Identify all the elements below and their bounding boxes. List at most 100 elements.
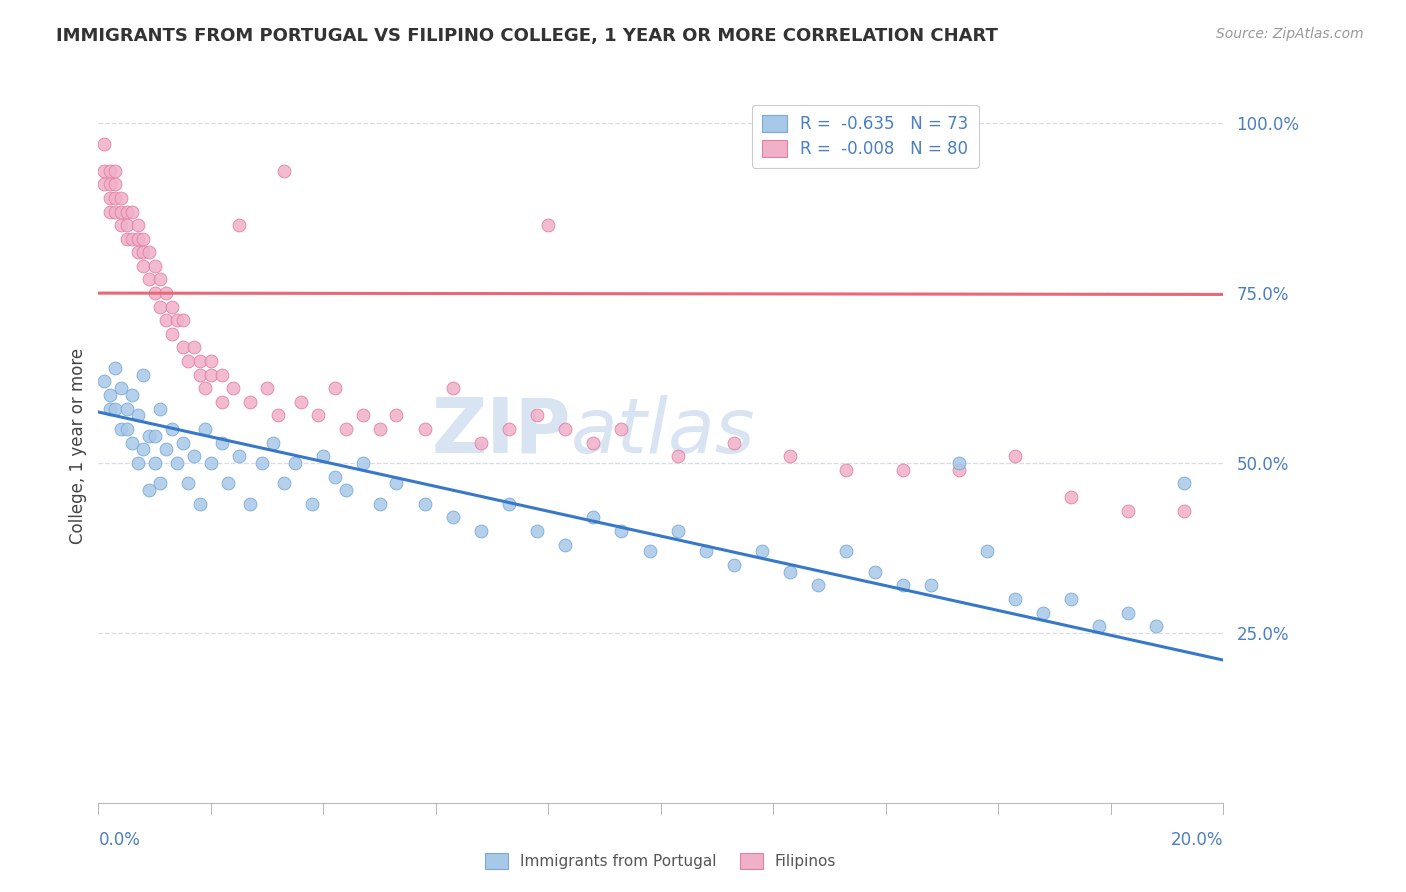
Point bbox=[1088, 619, 1111, 633]
Point bbox=[132, 259, 155, 273]
Point bbox=[143, 286, 166, 301]
Point bbox=[110, 191, 132, 205]
Point bbox=[239, 497, 262, 511]
Point bbox=[104, 163, 127, 178]
Point bbox=[352, 456, 374, 470]
Point bbox=[93, 136, 115, 151]
Point bbox=[273, 476, 295, 491]
Point bbox=[526, 409, 548, 423]
Point bbox=[284, 456, 307, 470]
Point bbox=[160, 326, 183, 341]
Point bbox=[290, 394, 312, 409]
Point bbox=[250, 456, 273, 470]
Point bbox=[115, 204, 138, 219]
Point bbox=[470, 524, 492, 538]
Point bbox=[98, 388, 121, 402]
Point bbox=[177, 476, 200, 491]
Point bbox=[323, 381, 346, 395]
Point bbox=[104, 204, 127, 219]
Point bbox=[143, 429, 166, 443]
Point bbox=[441, 510, 464, 524]
Point bbox=[610, 422, 633, 436]
Point bbox=[779, 449, 801, 463]
Point bbox=[132, 245, 155, 260]
Point bbox=[976, 544, 998, 558]
Point bbox=[110, 218, 132, 232]
Point bbox=[267, 409, 290, 423]
Point bbox=[132, 368, 155, 382]
Point bbox=[211, 368, 233, 382]
Point bbox=[323, 469, 346, 483]
Point bbox=[121, 204, 143, 219]
Point bbox=[104, 401, 127, 416]
Point bbox=[1060, 591, 1083, 606]
Point bbox=[121, 435, 143, 450]
Point bbox=[149, 401, 172, 416]
Point bbox=[352, 409, 374, 423]
Point bbox=[307, 409, 329, 423]
Point bbox=[188, 368, 211, 382]
Point bbox=[172, 313, 194, 327]
Point bbox=[948, 463, 970, 477]
Legend: Immigrants from Portugal, Filipinos: Immigrants from Portugal, Filipinos bbox=[479, 847, 842, 875]
Point bbox=[149, 476, 172, 491]
Point bbox=[1032, 606, 1054, 620]
Point bbox=[166, 313, 188, 327]
Point bbox=[228, 449, 250, 463]
Point bbox=[149, 300, 172, 314]
Point bbox=[155, 442, 177, 457]
Point bbox=[863, 565, 886, 579]
Text: atlas: atlas bbox=[571, 395, 755, 468]
Point bbox=[1144, 619, 1167, 633]
Point bbox=[160, 422, 183, 436]
Point bbox=[115, 232, 138, 246]
Point bbox=[149, 272, 172, 286]
Point bbox=[183, 341, 205, 355]
Point bbox=[666, 449, 689, 463]
Point bbox=[104, 191, 127, 205]
Point bbox=[554, 537, 576, 551]
Y-axis label: College, 1 year or more: College, 1 year or more bbox=[69, 348, 87, 544]
Point bbox=[110, 204, 132, 219]
Point bbox=[132, 442, 155, 457]
Point bbox=[98, 178, 121, 192]
Point bbox=[312, 449, 335, 463]
Point bbox=[155, 313, 177, 327]
Text: IMMIGRANTS FROM PORTUGAL VS FILIPINO COLLEGE, 1 YEAR OR MORE CORRELATION CHART: IMMIGRANTS FROM PORTUGAL VS FILIPINO COL… bbox=[56, 27, 998, 45]
Point bbox=[1173, 476, 1195, 491]
Text: 20.0%: 20.0% bbox=[1171, 831, 1223, 849]
Point bbox=[835, 463, 858, 477]
Point bbox=[155, 286, 177, 301]
Point bbox=[723, 558, 745, 572]
Point bbox=[385, 476, 408, 491]
Point bbox=[127, 409, 149, 423]
Point bbox=[166, 456, 188, 470]
Point bbox=[368, 422, 391, 436]
Point bbox=[127, 245, 149, 260]
Point bbox=[368, 497, 391, 511]
Point bbox=[638, 544, 661, 558]
Point bbox=[891, 578, 914, 592]
Point bbox=[211, 394, 233, 409]
Point bbox=[200, 354, 222, 368]
Point bbox=[132, 232, 155, 246]
Point bbox=[498, 497, 520, 511]
Point bbox=[138, 272, 160, 286]
Point bbox=[1116, 503, 1139, 517]
Point bbox=[143, 259, 166, 273]
Point bbox=[537, 218, 560, 232]
Point bbox=[891, 463, 914, 477]
Point bbox=[335, 422, 357, 436]
Point bbox=[526, 524, 548, 538]
Point bbox=[920, 578, 942, 592]
Point bbox=[582, 435, 605, 450]
Point bbox=[441, 381, 464, 395]
Point bbox=[138, 429, 160, 443]
Text: Source: ZipAtlas.com: Source: ZipAtlas.com bbox=[1216, 27, 1364, 41]
Point bbox=[93, 178, 115, 192]
Point bbox=[160, 300, 183, 314]
Point bbox=[413, 497, 436, 511]
Point bbox=[807, 578, 830, 592]
Point bbox=[217, 476, 239, 491]
Point bbox=[93, 375, 115, 389]
